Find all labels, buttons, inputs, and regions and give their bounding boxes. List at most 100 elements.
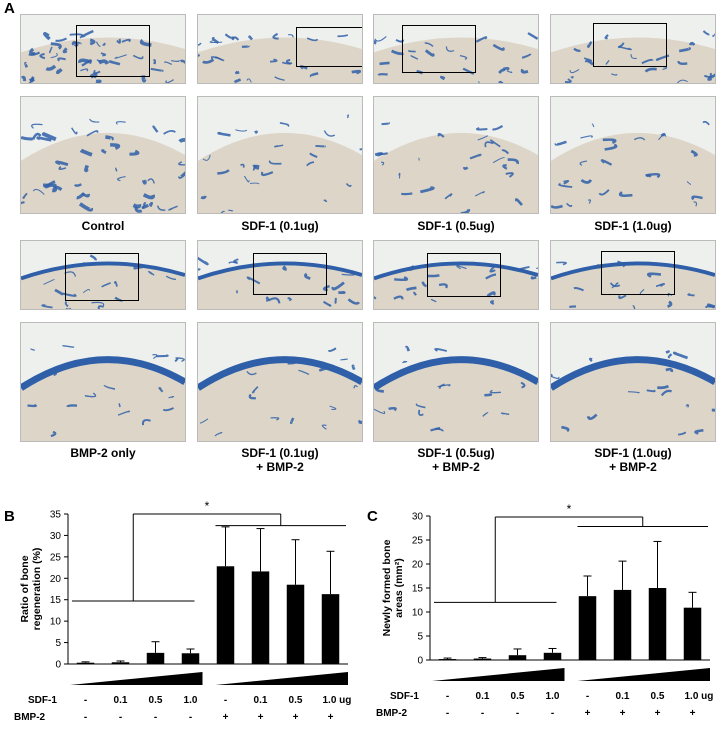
caption-sdf1-0-1-bmp2: SDF-1 (0.1ug) + BMP-2 [241, 446, 319, 474]
bmp2-flag-label: - [84, 712, 87, 723]
bar [683, 607, 702, 660]
chart-svg: 0 5 10 15 20 25 30 Newly formed bone areas (mm²)… [376, 502, 714, 719]
sdf1-dose-label: 0.5 [511, 691, 525, 702]
bar [321, 594, 340, 664]
panel-label-a: A [4, 0, 15, 17]
y-tick-label: 15 [50, 595, 62, 606]
roi-box [65, 253, 139, 301]
y-tick-label: 20 [412, 560, 424, 571]
roi-box [593, 23, 667, 67]
bar [543, 652, 562, 660]
sdf1-row-label: SDF-1 [28, 695, 57, 706]
y-tick-label: 30 [50, 531, 62, 542]
bmp2-flag-label: - [189, 712, 192, 723]
sdf1-dose-label: - [586, 691, 589, 702]
histology-tile [373, 96, 539, 214]
bmp2-row-label: BMP-2 [14, 712, 46, 723]
histology-tile [550, 96, 716, 214]
sdf1-dose-label: 0.5 [651, 691, 665, 702]
bar [508, 655, 527, 660]
bar [146, 652, 165, 664]
bmp2-flag-label: + [258, 712, 264, 723]
sdf1-dose-label: - [224, 695, 227, 706]
bmp2-flag-label: + [690, 708, 696, 719]
bmp2-flag-label: + [585, 708, 591, 719]
roi-box [601, 251, 675, 295]
sdf1-dose-label: 0.1 [254, 695, 268, 706]
histology-tile [20, 14, 186, 84]
bar [216, 566, 235, 664]
y-tick-label: 5 [55, 638, 61, 649]
caption-sdf1-0-1: SDF-1 (0.1ug) [241, 219, 319, 233]
bar [438, 659, 457, 660]
caption-bmp2-only: BMP-2 only [70, 446, 136, 460]
bmp2-flag-label: + [620, 708, 626, 719]
y-tick-label: 30 [412, 512, 424, 523]
y-axis-label: Ratio of bone [19, 555, 31, 622]
bar [76, 662, 95, 664]
y-tick-label: 10 [412, 608, 424, 619]
sdf1-dose-label: - [84, 695, 87, 706]
histology-tile [550, 14, 716, 84]
y-tick-label: 35 [50, 510, 62, 521]
sdf1-dose-label: 1.0 ug [323, 695, 352, 706]
y-tick-label: 25 [50, 552, 62, 563]
y-tick-label: 15 [412, 584, 424, 595]
histology-tile [197, 96, 363, 214]
roi-box [296, 27, 362, 67]
bmp2-flag-label: + [293, 712, 299, 723]
dose-wedge [70, 672, 203, 685]
sdf1-dose-label: 1.0 [546, 691, 560, 702]
bar [286, 584, 305, 664]
bar [613, 589, 632, 660]
panel-label-c: C [367, 508, 378, 525]
roi-box [427, 253, 501, 297]
bar [251, 571, 270, 664]
histology-tile [550, 322, 716, 442]
bmp2-flag-label: + [655, 708, 661, 719]
y-tick-label: 10 [50, 617, 62, 628]
bmp2-flag-label: - [551, 708, 554, 719]
roi-box [76, 25, 150, 77]
dose-wedge [432, 668, 565, 681]
bmp2-flag-label: + [223, 712, 229, 723]
histology-tile [20, 240, 186, 310]
sdf1-dose-label: 0.1 [476, 691, 490, 702]
roi-box [253, 253, 327, 295]
panel-label-b: B [4, 508, 15, 525]
bmp2-flag-label: - [119, 712, 122, 723]
sdf1-row-label: SDF-1 [390, 691, 419, 702]
sdf1-dose-label: - [446, 691, 449, 702]
bmp2-flag-label: - [516, 708, 519, 719]
sdf1-dose-label: 1.0 ug [685, 691, 714, 702]
y-axis-label: regeneration (%) [31, 548, 43, 631]
histology-tile [373, 240, 539, 310]
histology-tile [20, 96, 186, 214]
sdf1-dose-label: 0.1 [114, 695, 128, 706]
sdf1-dose-label: 0.5 [149, 695, 163, 706]
histology-tile [550, 240, 716, 310]
sdf1-dose-label: 0.1 [616, 691, 630, 702]
caption-control: Control [81, 219, 125, 233]
histology-tile [197, 322, 363, 442]
histology-tile [20, 322, 186, 442]
caption-sdf1-1-0-bmp2: SDF-1 (1.0ug) + BMP-2 [594, 446, 672, 474]
bar [648, 588, 667, 660]
y-tick-label: 25 [412, 536, 424, 547]
caption-sdf1-0-5-bmp2: SDF-1 (0.5ug) + BMP-2 [417, 446, 495, 474]
y-tick-label: 5 [417, 632, 423, 643]
histology-tile [197, 14, 363, 84]
bar [111, 662, 130, 664]
histology-tile [373, 14, 539, 84]
histology-tile [373, 322, 539, 442]
bar [473, 658, 492, 660]
caption-sdf1-1-0: SDF-1 (1.0ug) [594, 219, 672, 233]
dose-wedge [577, 668, 710, 681]
bmp2-row-label: BMP-2 [376, 708, 408, 719]
new-bone-area-bar-chart: 0 5 10 15 20 25 30 Newly formed bone areas (mm²)… [362, 500, 722, 745]
significance-star: * [205, 500, 210, 513]
y-axis-label: Newly formed bone [381, 539, 393, 636]
caption-sdf1-0-5: SDF-1 (0.5ug) [417, 219, 495, 233]
sdf1-dose-label: 0.5 [289, 695, 303, 706]
bmp2-flag-label: - [154, 712, 157, 723]
